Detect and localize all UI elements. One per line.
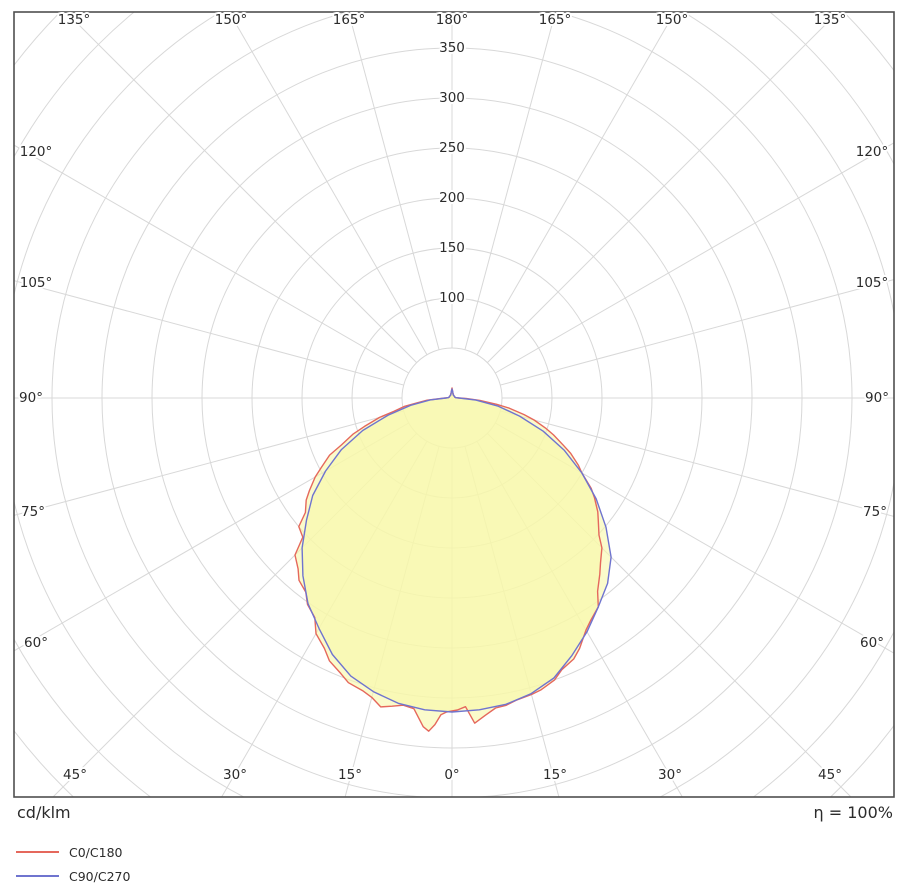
grid-spoke bbox=[14, 144, 409, 374]
angle-tick-label: 165° bbox=[539, 12, 572, 28]
angle-tick-label: 165° bbox=[333, 12, 366, 28]
legend-item-c90-c270: C90/C270 bbox=[16, 864, 130, 888]
grid-spoke bbox=[14, 410, 404, 516]
radial-tick-label: 150 bbox=[439, 240, 465, 256]
angle-tick-label: 45° bbox=[818, 767, 842, 783]
grid-spoke bbox=[500, 410, 894, 517]
grid-spoke bbox=[500, 279, 894, 386]
polar-chart-svg: 100 150 200 250 300 350 135° 150° 165° 180° 165° 15… bbox=[13, 10, 895, 798]
angle-tick-label: 15° bbox=[338, 767, 362, 783]
series-fill-c90-c270 bbox=[302, 389, 612, 712]
legend-line-swatch-red bbox=[16, 851, 59, 853]
angle-tick-label: 15° bbox=[543, 767, 567, 783]
angle-tick-label: 75° bbox=[863, 504, 887, 520]
grid-spoke bbox=[464, 12, 556, 350]
legend: C0/C180 C90/C270 bbox=[16, 840, 130, 888]
angle-tick-label: 30° bbox=[223, 767, 247, 783]
angle-tick-label: 150° bbox=[215, 12, 248, 28]
angle-tick-label: 120° bbox=[20, 144, 53, 160]
grid-spoke bbox=[65, 12, 417, 363]
angle-tick-label: 75° bbox=[21, 504, 45, 520]
grid-spoke bbox=[14, 280, 404, 386]
angle-tick-label: 180° bbox=[436, 12, 469, 28]
radial-tick-label: 100 bbox=[439, 290, 465, 306]
unit-label: cd/klm bbox=[17, 803, 71, 822]
angle-tick-label: 105° bbox=[20, 275, 53, 291]
radial-tick-label: 350 bbox=[439, 40, 465, 56]
legend-label: C90/C270 bbox=[69, 868, 131, 884]
angle-tick-label: 120° bbox=[856, 144, 889, 160]
grid-spoke bbox=[487, 12, 839, 363]
angle-tick-label: 60° bbox=[860, 635, 884, 651]
angle-tick-label: 90° bbox=[865, 390, 889, 406]
legend-line-swatch-blue bbox=[16, 875, 59, 877]
legend-item-c0-c180: C0/C180 bbox=[16, 840, 130, 864]
plot-area bbox=[14, 12, 894, 797]
angle-tick-label: 135° bbox=[814, 12, 847, 28]
angle-tick-label: 135° bbox=[58, 12, 91, 28]
grid-spoke bbox=[348, 12, 440, 350]
grid-spoke bbox=[495, 142, 894, 374]
grid-spoke bbox=[228, 12, 428, 355]
grid-spoke bbox=[476, 12, 676, 355]
plot-border bbox=[13, 11, 895, 798]
radial-tick-label: 300 bbox=[439, 90, 465, 106]
angle-tick-label: 0° bbox=[444, 767, 459, 783]
angle-tick-label: 90° bbox=[19, 390, 43, 406]
efficiency-label: η = 100% bbox=[813, 803, 893, 822]
radial-tick-label: 200 bbox=[439, 190, 465, 206]
angle-tick-label: 60° bbox=[24, 635, 48, 651]
radial-tick-label: 250 bbox=[439, 140, 465, 156]
angle-tick-label: 150° bbox=[656, 12, 689, 28]
series-line-c90-c270 bbox=[301, 388, 612, 713]
angle-tick-label: 45° bbox=[63, 767, 87, 783]
angle-tick-label: 30° bbox=[658, 767, 682, 783]
angle-tick-label: 105° bbox=[856, 275, 889, 291]
legend-label: C0/C180 bbox=[69, 844, 123, 860]
